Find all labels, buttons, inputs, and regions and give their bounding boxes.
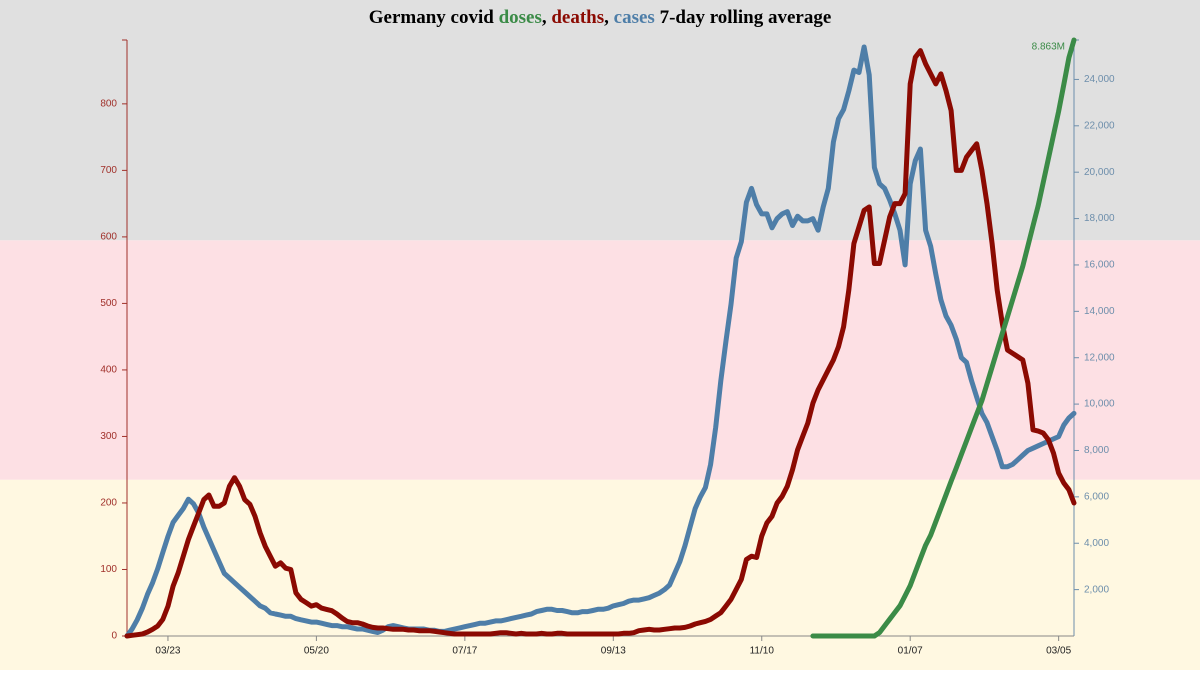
y2-tick-label: 6,000 xyxy=(1084,491,1109,502)
x-tick-label: 11/10 xyxy=(750,646,775,657)
y-tick-label: 200 xyxy=(100,498,117,509)
value-label: 8.863M xyxy=(1032,42,1065,53)
y2-tick-label: 22,000 xyxy=(1084,120,1115,131)
y-tick-label: 0 xyxy=(111,631,117,642)
x-tick-label: 09/13 xyxy=(601,646,626,657)
y2-tick-label: 16,000 xyxy=(1084,260,1115,271)
title-separator: , xyxy=(604,7,609,28)
y2-tick-label: 4,000 xyxy=(1084,538,1109,549)
title-suffix: 7-day rolling average xyxy=(660,7,832,28)
series-line xyxy=(124,48,1077,639)
y2-tick-label: 2,000 xyxy=(1084,584,1109,595)
series-line xyxy=(124,44,1077,639)
title-series: doses xyxy=(499,7,542,28)
x-tick-label: 07/17 xyxy=(452,646,477,657)
x-tick-label: 03/23 xyxy=(155,646,180,657)
y-tick-label: 400 xyxy=(100,365,117,376)
title-prefix: Germany covid xyxy=(369,7,495,28)
title-series: cases xyxy=(614,7,655,28)
background-band xyxy=(0,240,1200,480)
title-series: deaths xyxy=(551,7,604,28)
y2-tick-label: 20,000 xyxy=(1084,167,1115,178)
x-tick-label: 03/05 xyxy=(1046,646,1071,657)
y2-tick-label: 10,000 xyxy=(1084,399,1115,410)
x-tick-label: 01/07 xyxy=(898,646,923,657)
y2-tick-label: 24,000 xyxy=(1084,74,1115,85)
y2-tick-label: 12,000 xyxy=(1084,352,1115,363)
chart-title: Germany covid doses, deaths, cases 7-day… xyxy=(369,7,832,28)
y-tick-label: 300 xyxy=(100,431,117,442)
y-tick-label: 500 xyxy=(100,298,117,309)
y-tick-label: 600 xyxy=(100,232,117,243)
y2-tick-label: 8,000 xyxy=(1084,445,1109,456)
y2-tick-label: 18,000 xyxy=(1084,213,1115,224)
y-tick-label: 700 xyxy=(100,165,117,176)
y-tick-label: 800 xyxy=(100,98,117,109)
y-tick-label: 100 xyxy=(100,564,117,575)
x-tick-label: 05/20 xyxy=(304,646,329,657)
y2-tick-label: 14,000 xyxy=(1084,306,1115,317)
background-band xyxy=(0,0,1200,241)
series-line xyxy=(810,37,1077,639)
title-separator: , xyxy=(542,7,547,28)
